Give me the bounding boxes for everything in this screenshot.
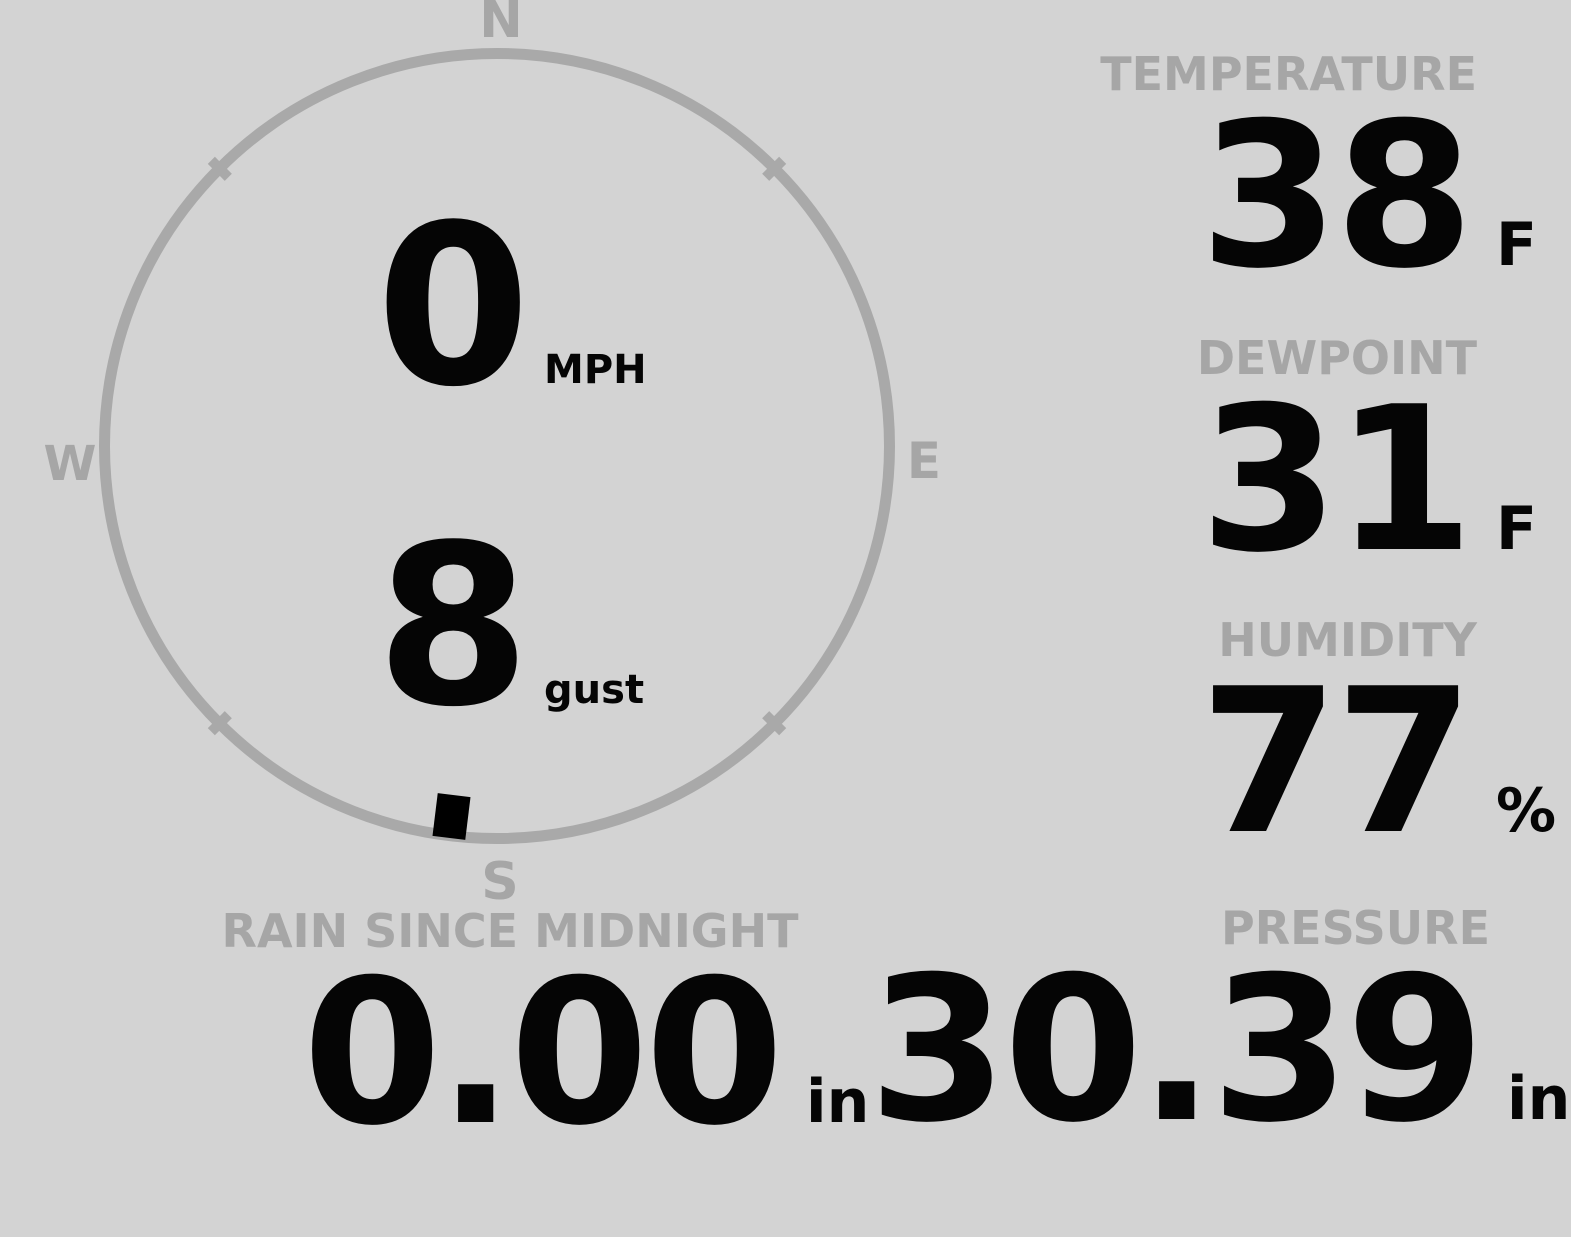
rain-metric: RAIN SINCE MIDNIGHT 0.00 in [160,904,870,1170]
wind-speed-value: 0 [376,178,530,436]
dewpoint-unit: F [1496,494,1537,564]
pressure-label: PRESSURE [1221,901,1490,955]
humidity-value: 77 [1199,646,1474,879]
temperature-metric: TEMPERATURE 38 F [850,51,1550,297]
pressure-metric: PRESSURE 30.39 in [861,901,1571,1167]
temperature-value: 38 [1199,80,1474,313]
wind-speed-unit: MPH [544,347,647,393]
wind-direction-marker [432,792,471,840]
rain-value: 0.00 [302,937,784,1170]
humidity-label: HUMIDITY [1218,613,1477,667]
rain-unit: in [806,1067,870,1137]
humidity-unit: % [1496,776,1557,846]
temperature-label: TEMPERATURE [1100,47,1477,101]
wind-speed: 0 MPH [376,196,647,418]
compass-label-west: W [43,436,97,492]
compass-label-east: E [906,432,942,490]
wind-gust: 8 gust [376,516,644,738]
compass-circle [99,48,895,844]
pressure-value: 30.39 [868,934,1485,1167]
rain-label: RAIN SINCE MIDNIGHT [221,904,799,958]
compass-label-south: S [481,852,519,912]
temperature-unit: F [1496,210,1537,280]
humidity-metric: HUMIDITY 77 % [850,613,1557,879]
compass-label-north: N [479,0,523,50]
wind-gust-value: 8 [376,498,530,756]
wind-gust-unit: gust [544,667,645,713]
dewpoint-label: DEWPOINT [1196,331,1477,385]
pressure-unit: in [1507,1064,1571,1134]
dewpoint-value: 31 [1199,364,1474,597]
dewpoint-metric: DEWPOINT 31 F [850,335,1550,581]
